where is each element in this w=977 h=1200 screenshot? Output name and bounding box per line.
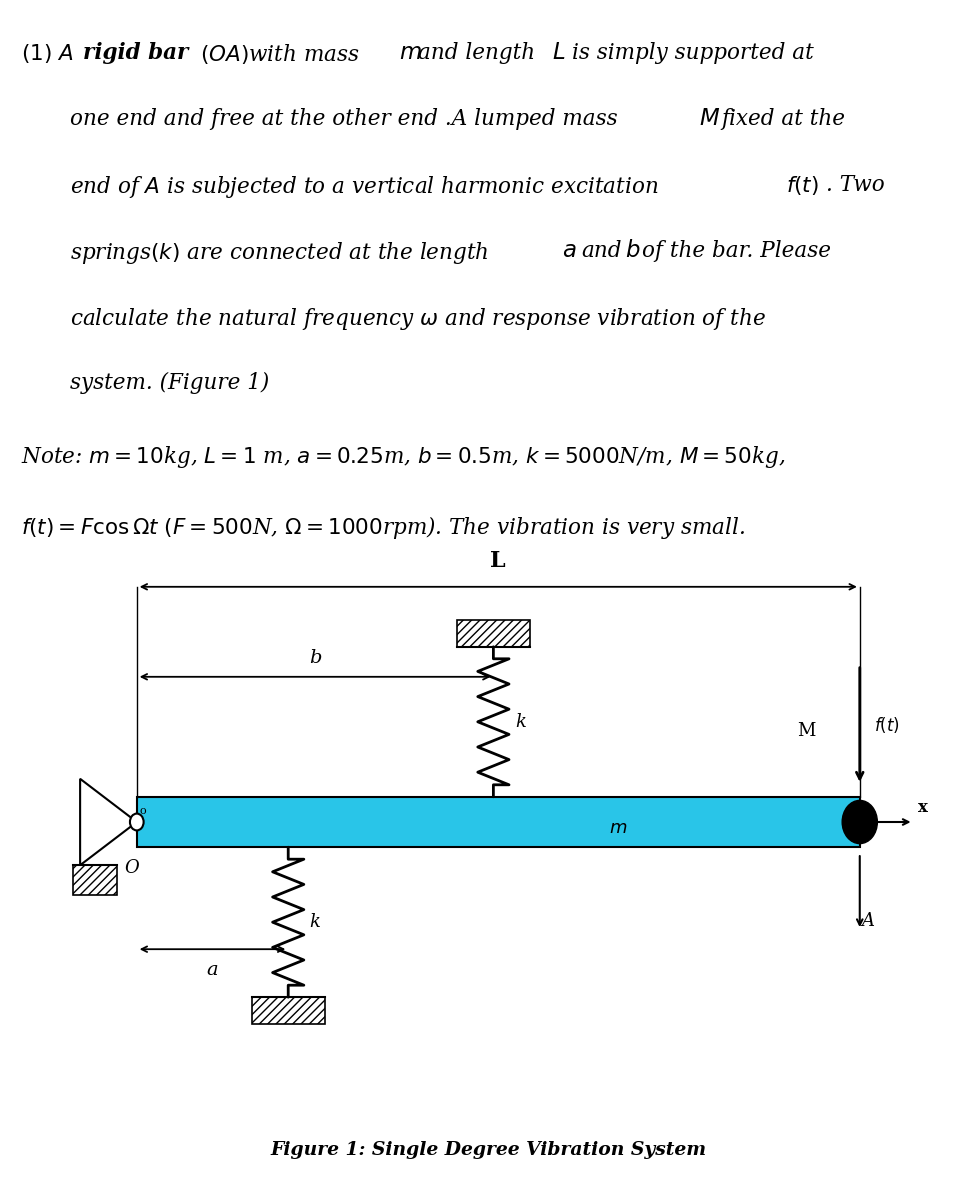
Bar (137, 797, 860, 847)
Text: is simply supported at: is simply supported at (572, 42, 813, 64)
Text: L: L (490, 551, 506, 572)
Text: $f(t){=}F\cos\Omega t$ $(F{=}500$N, $\Omega{=}1000$rpm). The vibration is very s: $f(t){=}F\cos\Omega t$ $(F{=}500$N, $\Om… (21, 514, 745, 540)
Text: and: and (581, 240, 621, 262)
Text: $b$: $b$ (625, 240, 641, 262)
Text: $a$: $a$ (562, 240, 576, 262)
Bar (73, 865, 117, 895)
Text: rigid bar: rigid bar (83, 42, 189, 64)
Text: k: k (515, 713, 526, 731)
Text: $(OA)$with mass: $(OA)$with mass (200, 42, 360, 66)
Text: o: o (140, 806, 147, 816)
Text: M: M (797, 722, 815, 740)
Text: $f(t)$: $f(t)$ (874, 715, 901, 734)
Text: $m$: $m$ (609, 818, 627, 838)
Text: system. (Figure 1): system. (Figure 1) (70, 372, 270, 394)
Text: Note: $m{=}10$kg, $L{=}1$ m, $a{=}0.25$m, $b{=}0.5$m, $k{=}5000$N/m, $M{=}50$kg,: Note: $m{=}10$kg, $L{=}1$ m, $a{=}0.25$m… (21, 444, 786, 470)
Circle shape (130, 814, 144, 830)
Bar (252, 997, 324, 1024)
Text: fixed at the: fixed at the (721, 108, 845, 130)
Text: $m$: $m$ (399, 42, 421, 64)
Text: $L$: $L$ (552, 42, 566, 64)
Text: calculate the natural frequency $\omega$ and response vibration of the: calculate the natural frequency $\omega$… (70, 306, 766, 332)
Text: b: b (309, 649, 321, 667)
Text: of the bar. Please: of the bar. Please (642, 240, 830, 262)
Text: one end and free at the other end .A lumped mass: one end and free at the other end .A lum… (70, 108, 618, 130)
Text: A: A (861, 912, 874, 930)
Text: $f(t)$: $f(t)$ (786, 174, 819, 197)
Text: Figure 1: Single Degree Vibration System: Figure 1: Single Degree Vibration System (271, 1140, 706, 1159)
Text: k: k (310, 913, 320, 931)
Polygon shape (80, 779, 137, 865)
Text: a: a (207, 961, 218, 979)
Text: $(1)$ $A$: $(1)$ $A$ (21, 42, 75, 65)
Text: $M$: $M$ (699, 108, 720, 130)
Text: springs$(k)$ are connected at the length: springs$(k)$ are connected at the length (70, 240, 489, 266)
Bar (457, 620, 530, 647)
Circle shape (842, 800, 877, 844)
Text: end of $A$ is subjected to a vertical harmonic excitation: end of $A$ is subjected to a vertical ha… (70, 174, 658, 200)
Text: O: O (124, 859, 140, 877)
Text: . Two: . Two (826, 174, 884, 196)
Text: and length: and length (418, 42, 535, 64)
Text: x: x (918, 799, 928, 816)
